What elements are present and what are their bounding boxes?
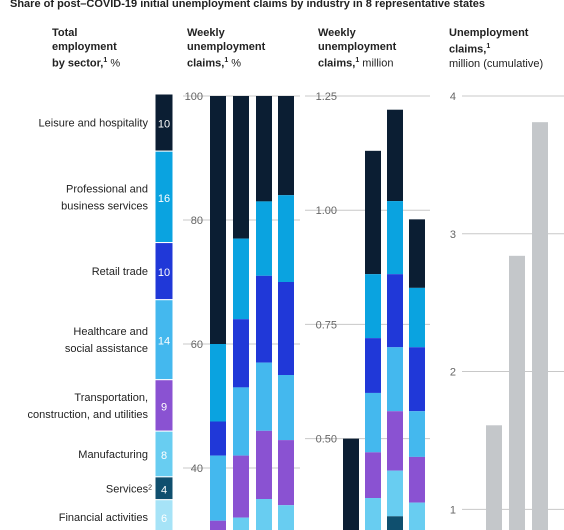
cumulative-bar: [486, 425, 502, 530]
sector-label: Leisure and hospitality: [39, 118, 149, 130]
weekly-million-bar-segment: [409, 456, 425, 503]
weekly-percent-bar-segment: [278, 282, 294, 375]
percent-axis-tick-label: 100: [185, 91, 203, 103]
weekly-million-bar-segment: [387, 516, 403, 530]
cumulative-axis-tick-label: 4: [450, 91, 456, 103]
employment-value-label: 14: [158, 336, 170, 348]
employment-value-label: 8: [161, 450, 167, 462]
percent-axis-tick-label: 40: [191, 463, 203, 475]
sector-label: Financial activities: [59, 512, 149, 524]
weekly-million-bar-segment: [343, 438, 359, 530]
million-axis-tick-label: 0.50: [316, 434, 337, 446]
weekly-percent-bar-segment: [278, 505, 294, 530]
percent-axis-tick-label: 80: [191, 215, 203, 227]
weekly-million-bar-segment: [409, 219, 425, 288]
weekly-million-bar-segment: [365, 392, 381, 453]
employment-value-label: 16: [158, 193, 170, 205]
weekly-percent-bar-segment: [210, 520, 226, 530]
weekly-million-bar-segment: [409, 347, 425, 412]
weekly-million-bar-segment: [365, 150, 381, 275]
sector-label: Transportation,: [74, 392, 148, 404]
weekly-million-bar-segment: [387, 109, 403, 202]
employment-value-label: 9: [161, 401, 167, 413]
weekly-percent-bar-segment: [278, 195, 294, 282]
employment-value-label: 10: [158, 119, 170, 131]
column-header-employment: Total employment by sector,1 %: [52, 27, 121, 70]
chart-title: Share of post–COVID-19 initial unemploym…: [10, 0, 485, 10]
employment-segment: [154, 499, 174, 530]
weekly-million-bar-segment: [387, 347, 403, 412]
million-axis-tick-label: 0.75: [316, 319, 337, 331]
weekly-percent-bar-segment: [256, 499, 272, 530]
weekly-percent-bar-segment: [233, 96, 249, 239]
column-header-weekly-million: Weekly unemployment claims,1 million: [318, 27, 397, 70]
weekly-percent-bar-segment: [256, 362, 272, 431]
weekly-percent-bar-segment: [278, 440, 294, 506]
cumulative-bar: [532, 122, 548, 530]
weekly-million-bar-segment: [387, 411, 403, 471]
cumulative-axis-tick-label: 3: [450, 229, 456, 241]
weekly-million-bar-segment: [387, 201, 403, 275]
sector-label: social assistance: [65, 343, 148, 355]
sector-label: Services2: [106, 483, 152, 495]
weekly-million-bar-segment: [409, 287, 425, 348]
weekly-million-bar-segment: [387, 274, 403, 348]
sector-label: business services: [61, 200, 148, 212]
weekly-million-bar-segment: [409, 411, 425, 457]
weekly-percent-bar-segment: [233, 319, 249, 388]
employment-value-label: 4: [161, 484, 167, 496]
weekly-percent-bar-segment: [233, 387, 249, 456]
weekly-million-bar-segment: [365, 498, 381, 530]
weekly-percent-bar-segment: [210, 344, 226, 422]
weekly-million-bar-segment: [365, 274, 381, 339]
cumulative-axis-tick-label: 2: [450, 367, 456, 379]
weekly-percent-bar-segment: [233, 455, 249, 518]
sector-label: construction, and utilities: [28, 409, 149, 421]
weekly-percent-bar-segment: [278, 96, 294, 196]
weekly-percent-bar-segment: [256, 275, 272, 363]
weekly-percent-bar-segment: [256, 96, 272, 202]
weekly-percent-bar-segment: [256, 430, 272, 499]
weekly-percent-bar-segment: [256, 201, 272, 276]
weekly-million-bar-segment: [409, 502, 425, 530]
cumulative-axis-tick-label: 1: [450, 504, 456, 516]
weekly-million-bar-segment: [365, 452, 381, 499]
weekly-million-bar-segment: [365, 338, 381, 393]
sector-label: Healthcare and: [73, 326, 148, 338]
weekly-percent-bar-segment: [210, 421, 226, 456]
weekly-million-bar-segment: [387, 470, 403, 517]
cumulative-bar: [509, 255, 525, 530]
sector-label: Manufacturing: [78, 449, 148, 461]
weekly-percent-bar-segment: [233, 517, 249, 530]
weekly-percent-bar-segment: [210, 96, 226, 344]
weekly-percent-bar-segment: [278, 375, 294, 441]
column-header-weekly-percent: Weekly unemployment claims,1 %: [187, 27, 266, 70]
sector-label: Retail trade: [92, 266, 148, 278]
column-header-cumulative: Unemployment claims,1 million (cumulativ…: [449, 27, 544, 70]
million-axis-tick-label: 1.00: [316, 205, 337, 217]
percent-axis-tick-label: 60: [191, 339, 203, 351]
sector-label: Professional and: [66, 183, 148, 195]
weekly-percent-bar-segment: [233, 238, 249, 320]
weekly-percent-bar-segment: [210, 455, 226, 521]
million-axis-tick-label: 1.25: [316, 91, 337, 103]
employment-value-label: 10: [158, 267, 170, 279]
employment-value-label: 6: [161, 513, 167, 525]
